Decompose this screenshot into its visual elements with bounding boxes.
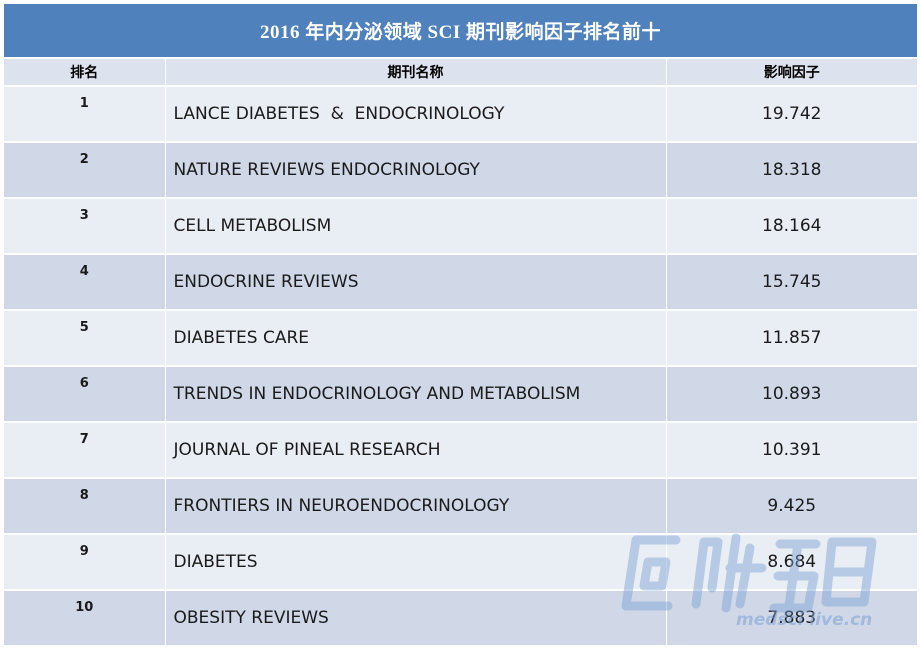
table-header-row: 排名 期刊名称 影响因子 [4,59,917,87]
table-title: 2016 年内分泌领域 SCI 期刊影响因子排名前十 [4,4,917,59]
journal-name-cell: NATURE REVIEWS ENDOCRINOLOGY [165,142,667,199]
impact-factor-cell: 11.857 [666,310,917,367]
impact-factor-cell: 19.742 [666,86,917,143]
impact-factor-cell: 8.684 [666,534,917,591]
rank-cell: 9 [4,534,166,591]
rank-cell: 2 [4,142,166,199]
journal-ranking-table-container: 2016 年内分泌领域 SCI 期刊影响因子排名前十 排名 期刊名称 影响因子 … [4,4,917,647]
rank-cell: 8 [4,478,166,535]
rank-cell: 6 [4,366,166,423]
journal-name-cell: CELL METABOLISM [165,198,667,255]
journal-name-cell: JOURNAL OF PINEAL RESEARCH [165,422,667,479]
table-row: 7 JOURNAL OF PINEAL RESEARCH 10.391 [4,422,917,479]
impact-factor-cell: 9.425 [666,478,917,535]
journal-name-cell: TRENDS IN ENDOCRINOLOGY AND METABOLISM [165,366,667,423]
journal-ranking-table: 排名 期刊名称 影响因子 1 LANCE DIABETES & ENDOCRIN… [4,59,917,647]
table-row: 6 TRENDS IN ENDOCRINOLOGY AND METABOLISM… [4,366,917,423]
table-row: 5 DIABETES CARE 11.857 [4,310,917,367]
impact-factor-cell: 18.318 [666,142,917,199]
journal-name-cell: ENDOCRINE REVIEWS [165,254,667,311]
table-row: 1 LANCE DIABETES & ENDOCRINOLOGY 19.742 [4,86,917,143]
table-row: 9 DIABETES 8.684 [4,534,917,591]
impact-factor-cell: 10.893 [666,366,917,423]
table-row: 3 CELL METABOLISM 18.164 [4,198,917,255]
impact-factor-cell: 10.391 [666,422,917,479]
rank-cell: 7 [4,422,166,479]
journal-name-cell: DIABETES [165,534,667,591]
column-header-impact-factor: 影响因子 [666,59,917,87]
rank-cell: 10 [4,590,166,647]
rank-cell: 4 [4,254,166,311]
impact-factor-cell: 18.164 [666,198,917,255]
table-row: 2 NATURE REVIEWS ENDOCRINOLOGY 18.318 [4,142,917,199]
rank-cell: 5 [4,310,166,367]
journal-name-cell: FRONTIERS IN NEUROENDOCRINOLOGY [165,478,667,535]
rank-cell: 1 [4,86,166,143]
column-header-journal: 期刊名称 [165,59,667,87]
impact-factor-cell: 7.883 [666,590,917,647]
impact-factor-cell: 15.745 [666,254,917,311]
journal-name-cell: OBESITY REVIEWS [165,590,667,647]
journal-name-cell: LANCE DIABETES & ENDOCRINOLOGY [165,86,667,143]
column-header-rank: 排名 [4,59,166,87]
journal-name-cell: DIABETES CARE [165,310,667,367]
table-row: 10 OBESITY REVIEWS 7.883 [4,590,917,647]
rank-cell: 3 [4,198,166,255]
table-row: 8 FRONTIERS IN NEUROENDOCRINOLOGY 9.425 [4,478,917,535]
table-row: 4 ENDOCRINE REVIEWS 15.745 [4,254,917,311]
